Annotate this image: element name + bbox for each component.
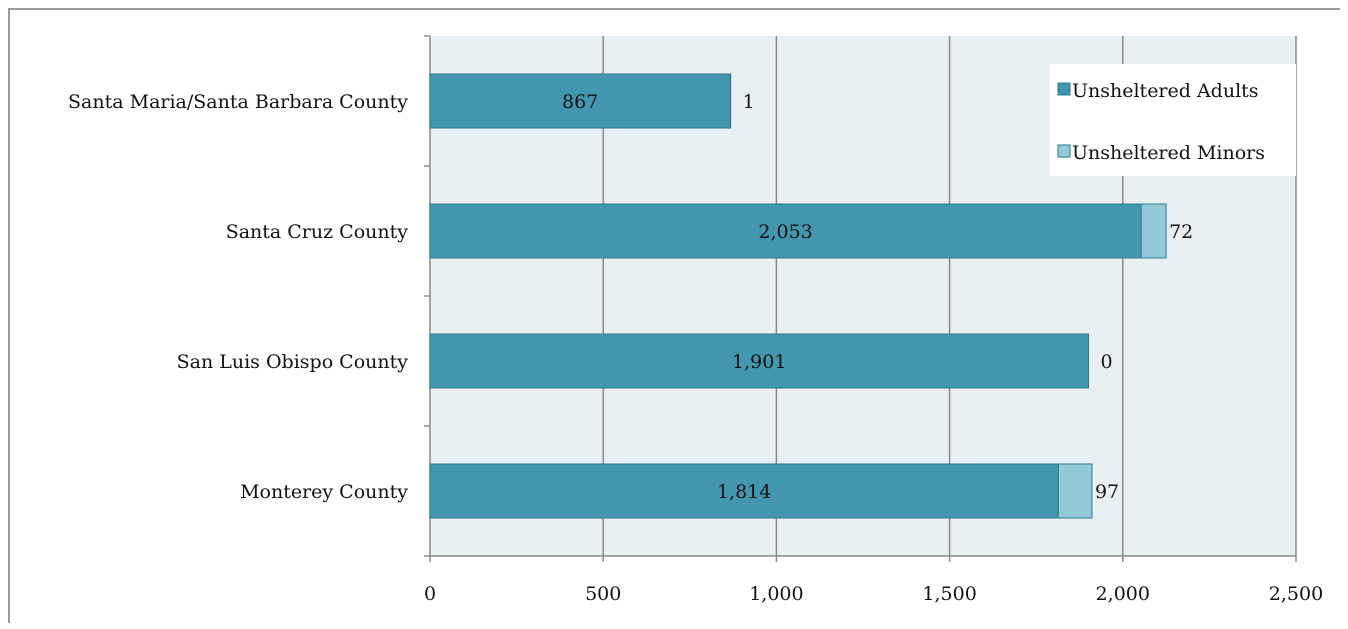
data-label-minors: 97 [1095,481,1119,503]
x-tick-label: 2,000 [1096,583,1150,605]
legend-swatch [1057,82,1071,96]
bar-unsheltered-adults [429,203,1142,259]
x-tick-label: 2,500 [1269,583,1323,605]
x-tick-label: 1,000 [749,583,803,605]
legend-label: Unsheltered Adults [1072,80,1259,102]
legend: Unsheltered Adults Unsheltered Minors [1050,64,1296,176]
x-tick-label: 1,500 [922,583,976,605]
bar-unsheltered-adults [429,463,1059,519]
legend-label: Unsheltered Minors [1072,142,1265,164]
data-label-minors: 0 [1101,351,1113,373]
labels: 0 500 1,000 1,500 2,000 2,500 Santa Maria/Sant… [68,91,1323,605]
data-label-minors: 72 [1169,221,1193,243]
category-label: Santa Cruz County [226,221,409,243]
category-label: Monterey County [240,481,408,503]
legend-swatch [1057,144,1071,158]
bar-unsheltered-adults [429,73,731,129]
data-label-adults: 867 [562,91,598,113]
data-label-adults: 1,901 [732,351,786,373]
legend-box [1050,64,1296,176]
x-tick-label: 0 [424,583,436,605]
data-label-minors: 1 [743,91,755,113]
chart-frame [8,8,1340,623]
category-label: San Luis Obispo County [177,351,409,373]
category-label: Santa Maria/Santa Barbara County [68,91,408,113]
bar-unsheltered-minors [1140,203,1167,259]
bars [429,73,1167,519]
x-tick-label: 500 [585,583,621,605]
data-label-adults: 2,053 [758,221,812,243]
bar-unsheltered-adults [429,333,1090,389]
bar-unsheltered-minors [1057,463,1093,519]
data-label-adults: 1,814 [717,481,771,503]
